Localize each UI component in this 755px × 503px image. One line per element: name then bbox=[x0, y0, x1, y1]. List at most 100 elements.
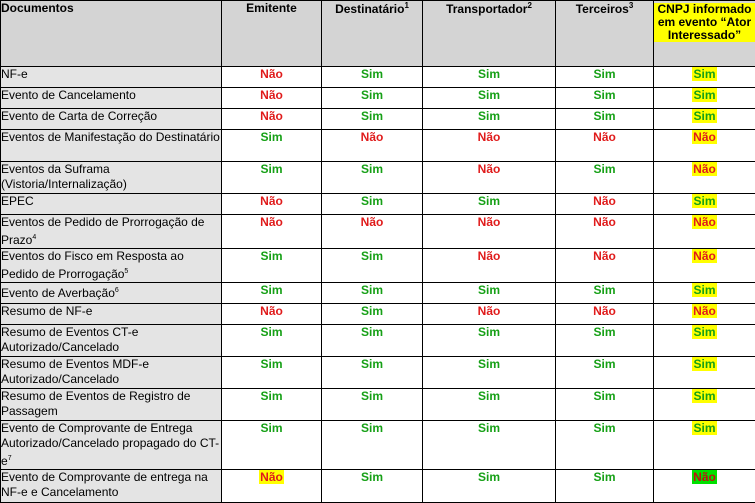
cell-destinatario: Sim bbox=[322, 67, 423, 88]
cell-destinatario: Sim bbox=[322, 421, 423, 470]
cell-terceiros: Sim bbox=[556, 389, 654, 421]
table-row: Resumo de Eventos de Registro de Passage… bbox=[1, 389, 755, 421]
document-name: Evento de Carta de Correção bbox=[1, 109, 222, 130]
header-cnpj: CNPJ informado em evento “Ator Interessa… bbox=[654, 1, 755, 67]
cell-emitente: Não bbox=[222, 88, 322, 109]
cell-terceiros: Não bbox=[556, 215, 654, 249]
cell-destinatario: Sim bbox=[322, 109, 423, 130]
document-name: Eventos de Manifestação do Destinatário bbox=[1, 130, 222, 162]
cell-transportador: Não bbox=[423, 304, 556, 325]
cell-transportador: Não bbox=[423, 249, 556, 283]
header-destinatario: Destinatário1 bbox=[322, 1, 423, 67]
cell-cnpj: Sim bbox=[654, 88, 755, 109]
cell-emitente: Sim bbox=[222, 249, 322, 283]
document-name: Resumo de Eventos MDF-e Autorizado/Cance… bbox=[1, 357, 222, 389]
cell-terceiros: Sim bbox=[556, 421, 654, 470]
cell-transportador: Sim bbox=[423, 389, 556, 421]
cell-transportador: Sim bbox=[423, 88, 556, 109]
cell-transportador: Sim bbox=[423, 470, 556, 503]
cell-terceiros: Não bbox=[556, 130, 654, 162]
cell-emitente: Não bbox=[222, 215, 322, 249]
cell-emitente: Não bbox=[222, 194, 322, 215]
cell-transportador: Sim bbox=[423, 194, 556, 215]
cell-transportador: Sim bbox=[423, 325, 556, 357]
document-name: Evento de Comprovante de Entrega Autoriz… bbox=[1, 421, 222, 470]
cell-emitente: Não bbox=[222, 67, 322, 88]
cell-terceiros: Sim bbox=[556, 109, 654, 130]
cell-transportador: Não bbox=[423, 130, 556, 162]
cell-emitente: Sim bbox=[222, 162, 322, 194]
cell-destinatario: Sim bbox=[322, 283, 423, 304]
document-name: Eventos do Fisco em Resposta ao Pedido d… bbox=[1, 249, 222, 283]
cell-transportador: Sim bbox=[423, 357, 556, 389]
cell-destinatario: Sim bbox=[322, 325, 423, 357]
cell-emitente: Sim bbox=[222, 325, 322, 357]
header-row: Documentos Emitente Destinatário1 Transp… bbox=[1, 1, 755, 67]
table-row: Evento de Comprovante de entrega na NF-e… bbox=[1, 470, 755, 503]
table-row: Eventos da Suframa (Vistoria/Internaliza… bbox=[1, 162, 755, 194]
cell-emitente: Sim bbox=[222, 130, 322, 162]
cell-cnpj: Não bbox=[654, 162, 755, 194]
cell-transportador: Não bbox=[423, 162, 556, 194]
cell-destinatario: Sim bbox=[322, 470, 423, 503]
cell-cnpj: Não bbox=[654, 304, 755, 325]
table-row: Evento de Comprovante de Entrega Autoriz… bbox=[1, 421, 755, 470]
cell-terceiros: Sim bbox=[556, 357, 654, 389]
cell-destinatario: Sim bbox=[322, 357, 423, 389]
header-emitente: Emitente bbox=[222, 1, 322, 67]
cell-transportador: Sim bbox=[423, 67, 556, 88]
header-terceiros: Terceiros3 bbox=[556, 1, 654, 67]
document-name: NF-e bbox=[1, 67, 222, 88]
cell-cnpj: Sim bbox=[654, 421, 755, 470]
cell-cnpj: Sim bbox=[654, 389, 755, 421]
cell-destinatario: Sim bbox=[322, 304, 423, 325]
cell-destinatario: Sim bbox=[322, 389, 423, 421]
cell-destinatario: Não bbox=[322, 130, 423, 162]
cell-emitente: Sim bbox=[222, 357, 322, 389]
document-name: Resumo de NF-e bbox=[1, 304, 222, 325]
cell-emitente: Sim bbox=[222, 283, 322, 304]
cell-terceiros: Sim bbox=[556, 325, 654, 357]
cell-terceiros: Sim bbox=[556, 88, 654, 109]
cell-emitente: Não bbox=[222, 109, 322, 130]
cell-emitente: Não bbox=[222, 470, 322, 503]
cell-destinatario: Sim bbox=[322, 162, 423, 194]
table-row: Eventos de Pedido de Prorrogação de Praz… bbox=[1, 215, 755, 249]
cell-cnpj: Não bbox=[654, 470, 755, 503]
cell-cnpj: Não bbox=[654, 130, 755, 162]
document-name: Resumo de Eventos de Registro de Passage… bbox=[1, 389, 222, 421]
cell-transportador: Sim bbox=[423, 421, 556, 470]
cell-terceiros: Não bbox=[556, 304, 654, 325]
cell-emitente: Sim bbox=[222, 389, 322, 421]
table-row: Eventos do Fisco em Resposta ao Pedido d… bbox=[1, 249, 755, 283]
document-name: EPEC bbox=[1, 194, 222, 215]
cell-terceiros: Sim bbox=[556, 283, 654, 304]
document-name: Evento de Averbação6 bbox=[1, 283, 222, 304]
cell-cnpj: Sim bbox=[654, 109, 755, 130]
cell-transportador: Não bbox=[423, 215, 556, 249]
cell-transportador: Sim bbox=[423, 109, 556, 130]
cell-cnpj: Sim bbox=[654, 67, 755, 88]
table-row: Resumo de Eventos CT-e Autorizado/Cancel… bbox=[1, 325, 755, 357]
document-name: Evento de Cancelamento bbox=[1, 88, 222, 109]
document-name: Resumo de Eventos CT-e Autorizado/Cancel… bbox=[1, 325, 222, 357]
cell-terceiros: Não bbox=[556, 249, 654, 283]
cell-cnpj: Não bbox=[654, 249, 755, 283]
cell-transportador: Sim bbox=[423, 283, 556, 304]
table-row: Resumo de Eventos MDF-e Autorizado/Cance… bbox=[1, 357, 755, 389]
cell-terceiros: Sim bbox=[556, 67, 654, 88]
cell-cnpj: Sim bbox=[654, 357, 755, 389]
cell-cnpj: Não bbox=[654, 215, 755, 249]
cell-terceiros: Sim bbox=[556, 162, 654, 194]
cell-destinatario: Sim bbox=[322, 249, 423, 283]
cell-cnpj: Sim bbox=[654, 325, 755, 357]
header-transportador: Transportador2 bbox=[423, 1, 556, 67]
document-name: Evento de Comprovante de entrega na NF-e… bbox=[1, 470, 222, 503]
